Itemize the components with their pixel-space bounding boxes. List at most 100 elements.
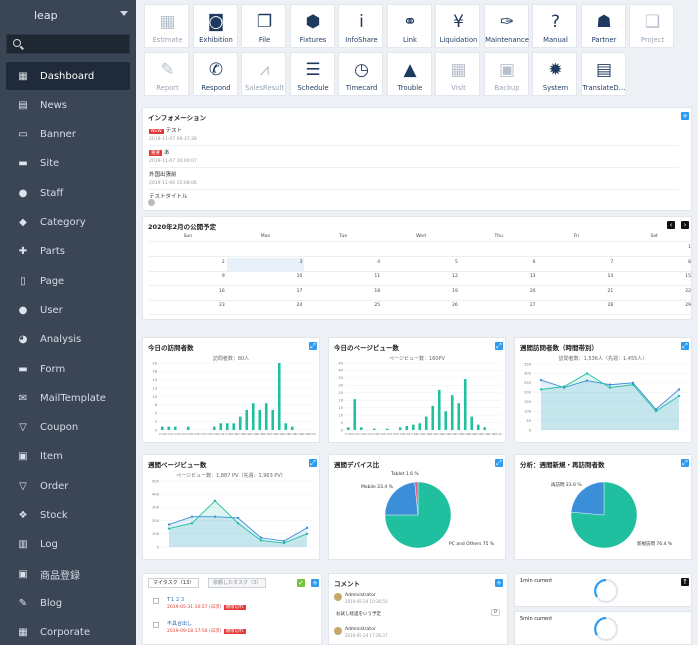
- calendar-day[interactable]: 15: [685, 274, 691, 279]
- calendar-day[interactable]: [304, 243, 382, 256]
- gauge-menu-icon[interactable]: ↑: [681, 578, 689, 586]
- sidebar-item-mailtemplate[interactable]: ✉ MailTemplate: [6, 384, 130, 412]
- sidebar-item-form[interactable]: ▬ Form: [6, 355, 130, 383]
- tile-respond[interactable]: ✆ Respond: [192, 52, 238, 96]
- sidebar-item-site[interactable]: ▬ Site: [6, 150, 130, 178]
- calendar-day[interactable]: 6: [532, 259, 536, 265]
- calendar-day[interactable]: 1: [688, 245, 691, 250]
- calendar-day[interactable]: 17: [296, 288, 303, 294]
- tile-timecard[interactable]: ◷ Timecard: [338, 52, 383, 96]
- task-checkbox[interactable]: [153, 598, 159, 604]
- chart-toggle-icon[interactable]: ⤢: [309, 459, 317, 467]
- calendar-day[interactable]: 10: [296, 274, 303, 279]
- tile-backup[interactable]: ▣ Backup: [483, 52, 529, 96]
- calendar-day[interactable]: 16: [218, 288, 225, 294]
- sidebar-item-[interactable]: ▣ 商品登録: [6, 560, 130, 588]
- task-row[interactable]: T１２３ 2019-05-31 10:57 (日次) 期限切れ: [153, 596, 303, 616]
- tab-requested-tasks[interactable]: 依頼したタスク（3）: [208, 578, 267, 588]
- tile-partner[interactable]: ☗ Partner: [580, 4, 626, 48]
- calendar-day[interactable]: 22: [685, 288, 691, 294]
- calendar-day[interactable]: 5: [454, 259, 458, 265]
- chart-toggle-icon[interactable]: ⤢: [495, 459, 503, 467]
- chart-toggle-icon[interactable]: ⤢: [309, 342, 317, 350]
- calendar-day[interactable]: [227, 243, 305, 256]
- task-title[interactable]: 不具合出し: [167, 621, 193, 627]
- calendar-day[interactable]: 23: [218, 303, 225, 308]
- calendar-day[interactable]: 8: [688, 259, 691, 265]
- calendar-day[interactable]: [382, 243, 460, 256]
- sidebar-item-parts[interactable]: ✚ Parts: [6, 238, 130, 266]
- task-row[interactable]: 不具合出し 2019-09-18 17:56 (日次) 期限切れ: [153, 620, 303, 640]
- calendar-day[interactable]: 11: [374, 274, 381, 279]
- sidebar-item-page[interactable]: ▯ Page: [6, 267, 130, 295]
- sidebar-item-coupon[interactable]: ▽ Coupon: [6, 414, 130, 442]
- calendar-day[interactable]: 7: [610, 259, 614, 265]
- calendar-day[interactable]: 26: [452, 303, 458, 308]
- calendar-day[interactable]: 13: [529, 274, 536, 279]
- tile-infoshare[interactable]: i InfoShare: [338, 4, 383, 48]
- task-check-button[interactable]: ✓: [297, 579, 305, 587]
- info-row[interactable]: テストタイトル: [149, 190, 679, 212]
- calendar-day[interactable]: 27: [529, 303, 536, 308]
- tile-fixtures[interactable]: ⬢ Fixtures: [289, 4, 335, 48]
- chart-toggle-icon[interactable]: ⤢: [681, 459, 689, 467]
- tile-project[interactable]: ❏ Project: [629, 4, 674, 48]
- calendar-day[interactable]: 14: [607, 274, 614, 279]
- chart-toggle-icon[interactable]: ⤢: [495, 342, 503, 350]
- sidebar-item-banner[interactable]: ▭ Banner: [6, 121, 130, 149]
- sidebar-item-stock[interactable]: ❖ Stock: [6, 502, 130, 530]
- task-checkbox[interactable]: [153, 622, 159, 628]
- calendar-day[interactable]: 19: [452, 288, 458, 294]
- calendar-day[interactable]: 20: [529, 288, 536, 294]
- sidebar-item-category[interactable]: ◆ Category: [6, 209, 130, 237]
- calendar-day[interactable]: 21: [607, 288, 614, 294]
- calendar-day[interactable]: 29: [685, 303, 691, 308]
- calendar-day[interactable]: 3: [226, 257, 305, 271]
- calendar-day[interactable]: 28: [607, 303, 614, 308]
- task-add-button[interactable]: +: [311, 579, 319, 587]
- tile-visit[interactable]: ▦ Visit: [435, 52, 480, 96]
- tile-manual[interactable]: ? Manual: [532, 4, 577, 48]
- info-add-button[interactable]: +: [681, 112, 689, 120]
- calendar-day[interactable]: 25: [374, 303, 381, 308]
- sidebar-item-order[interactable]: ▽ Order: [6, 472, 130, 500]
- calendar-day[interactable]: [538, 243, 616, 256]
- tab-my-tasks[interactable]: マイタスク（13）: [148, 578, 200, 588]
- sidebar-item-log[interactable]: ▥ Log: [6, 531, 130, 559]
- calendar-day[interactable]: 2: [221, 259, 225, 265]
- sidebar-item-user[interactable]: ● User: [6, 296, 130, 324]
- info-row[interactable]: 外国出張前 2019-11-06 15:08:06: [149, 168, 679, 190]
- chart-toggle-icon[interactable]: ⤢: [681, 342, 689, 350]
- caret-down-icon[interactable]: [120, 11, 128, 16]
- tile-file[interactable]: ❐ File: [241, 4, 286, 48]
- calendar-day[interactable]: 4: [377, 259, 381, 265]
- brand[interactable]: leap: [0, 0, 136, 32]
- calendar-next-button[interactable]: ›: [681, 221, 689, 229]
- tile-link[interactable]: ⚭ Link: [386, 4, 432, 48]
- calendar-day[interactable]: 24: [296, 303, 303, 308]
- sidebar-item-blog[interactable]: ✎ Blog: [6, 589, 130, 617]
- sidebar-item-item[interactable]: ▣ Item: [6, 443, 130, 471]
- tile-estimate[interactable]: ▦ Estimate: [144, 4, 189, 48]
- calendar-day[interactable]: 9: [221, 274, 225, 279]
- calendar-day[interactable]: 12: [452, 274, 458, 279]
- calendar-day[interactable]: 18: [374, 288, 381, 294]
- tile-trouble[interactable]: ▲ Trouble: [386, 52, 432, 96]
- calendar-day[interactable]: [149, 243, 227, 256]
- scroll-handle-icon[interactable]: [148, 199, 155, 206]
- tile-maintenance[interactable]: ✑ Maintenance: [483, 4, 529, 48]
- tile-translated[interactable]: ▤ TranslateD…: [580, 52, 626, 96]
- sidebar-item-corporate[interactable]: ▦ Corporate: [6, 619, 130, 645]
- tile-schedule[interactable]: ☰ Schedule: [289, 52, 335, 96]
- info-row[interactable]: 重要あ 2019-11-07 10:00:07: [149, 146, 679, 168]
- sidebar-item-dashboard[interactable]: ▦ Dashboard: [6, 62, 130, 90]
- info-row[interactable]: NEW テスト 2019-11-07 09:37:28: [149, 124, 679, 146]
- sidebar-item-news[interactable]: ▤ News: [6, 91, 130, 119]
- calendar-prev-button[interactable]: ‹: [667, 221, 675, 229]
- tile-liquidation[interactable]: ¥ Liquidation: [435, 4, 480, 48]
- comment-add-button[interactable]: +: [495, 579, 503, 587]
- tile-salesresult[interactable]: ⩘ SalesResult: [241, 52, 286, 96]
- tile-exhibition[interactable]: ◙ Exhibition: [192, 4, 238, 48]
- tile-system[interactable]: ✹ System: [532, 52, 577, 96]
- sidebar-item-staff[interactable]: ● Staff: [6, 179, 130, 207]
